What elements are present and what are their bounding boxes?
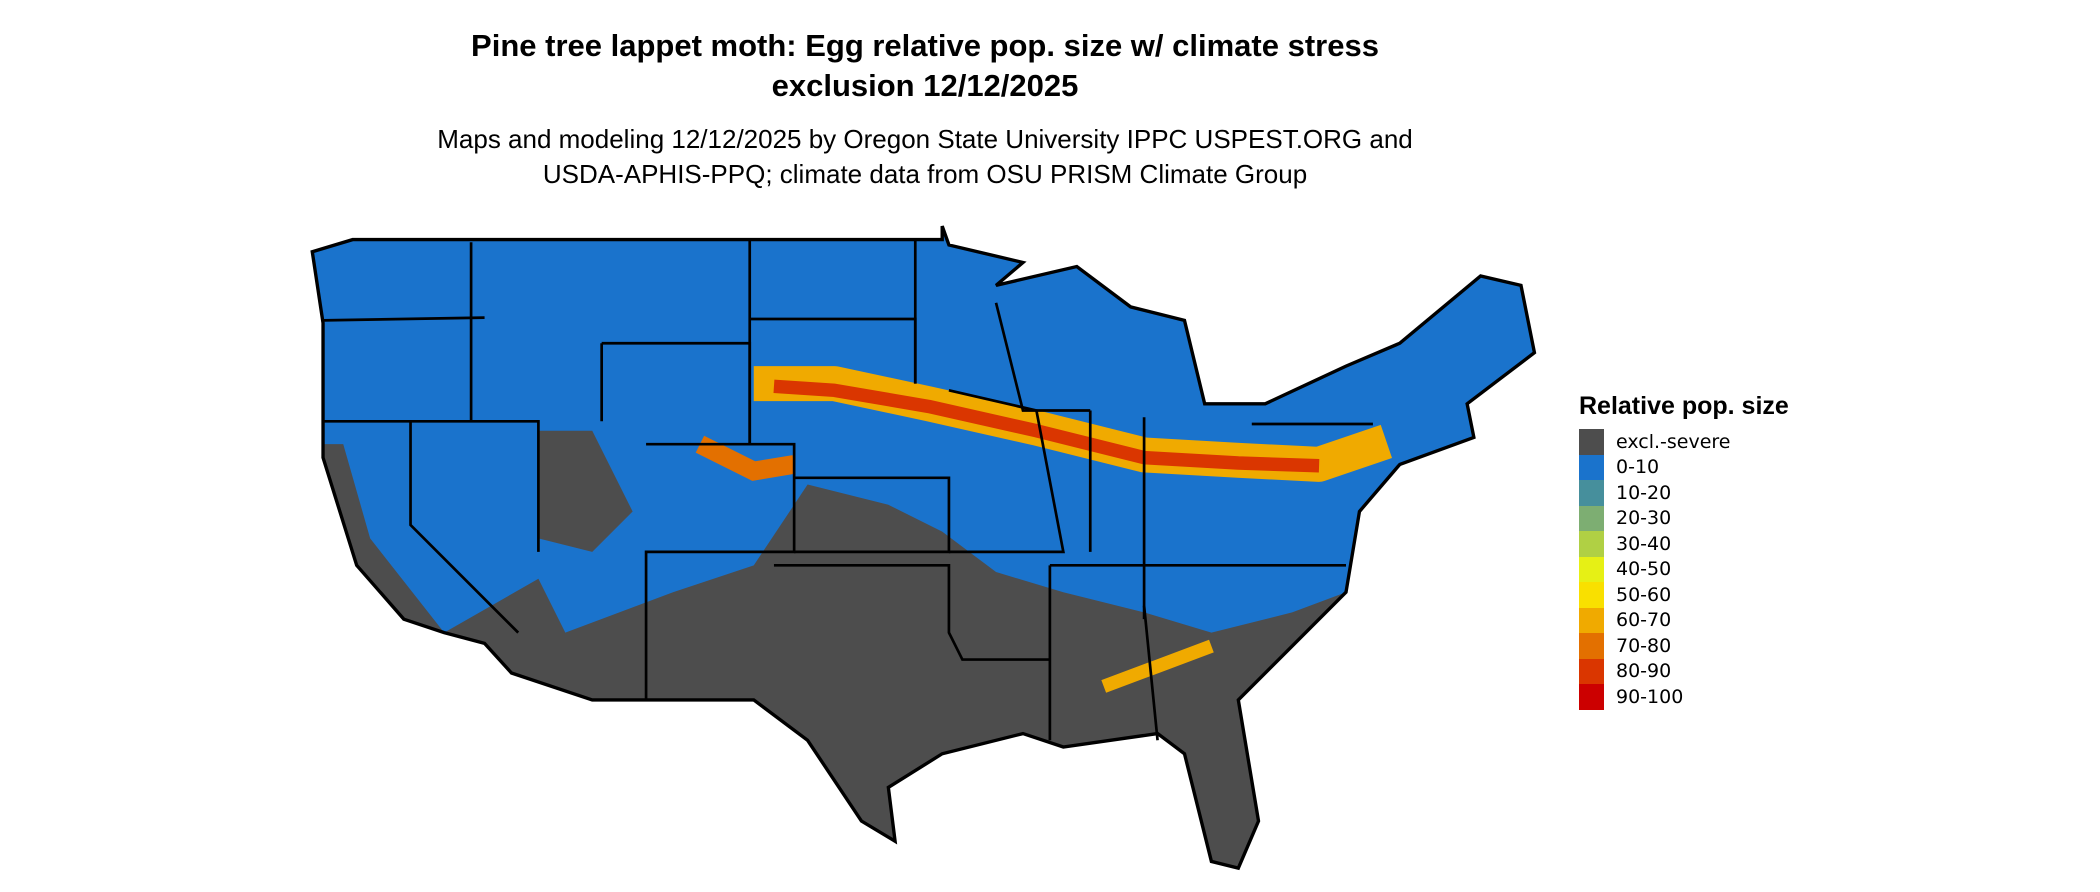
legend-swatch [1579,633,1604,659]
legend-label: 20-30 [1616,507,1672,530]
southeast-band [1101,639,1214,693]
legend-items: excl.-severe 0-10 10-20 20-30 30-40 40-50 50-6… [1579,429,1789,710]
map-raster [312,226,1535,869]
legend: Relative pop. size excl.-severe 0-10 10-20… [1579,392,1789,710]
legend-label: 80-90 [1616,660,1672,683]
legend-swatch [1579,429,1604,455]
title-line-2: exclusion 12/12/2025 [771,68,1079,103]
us-outline [310,225,1537,871]
state-borders [323,239,1373,741]
legend-label: 10-20 [1616,481,1672,504]
legend-item: 40-50 [1579,556,1789,582]
highest-suitability-band [773,379,1320,473]
excluded-area-west [538,430,633,552]
map-title: Pine tree lappet moth: Egg relative pop.… [0,26,1850,106]
legend-swatch [1579,582,1604,608]
subtitle-line-1: Maps and modeling 12/12/2025 by Oregon S… [437,124,1413,154]
legend-label: 0-10 [1616,456,1660,479]
legend-label: excl.-severe [1616,430,1731,453]
legend-label: 70-80 [1616,634,1672,657]
legend-swatch [1579,454,1604,480]
legend-label: 30-40 [1616,532,1672,555]
legend-item: 0-10 [1579,454,1789,480]
legend-title: Relative pop. size [1579,392,1789,420]
legend-item: 30-40 [1579,531,1789,557]
title-line-1: Pine tree lappet moth: Egg relative pop.… [471,28,1379,63]
legend-swatch [1579,505,1604,531]
legend-label: 60-70 [1616,609,1672,632]
legend-item: 90-100 [1579,684,1789,710]
legend-item: 10-20 [1579,480,1789,506]
colorado-band [695,435,796,481]
legend-swatch [1579,531,1604,557]
legend-item: 60-70 [1579,607,1789,633]
legend-item: 20-30 [1579,505,1789,531]
legend-swatch [1579,480,1604,506]
legend-item: excl.-severe [1579,429,1789,455]
legend-swatch [1579,684,1604,710]
legend-label: 40-50 [1616,558,1672,581]
legend-swatch [1579,556,1604,582]
legend-label: 50-60 [1616,583,1672,606]
subtitle-line-2: USDA-APHIS-PPQ; climate data from OSU PR… [542,159,1308,189]
legend-swatch [1579,658,1604,684]
legend-item: 50-60 [1579,582,1789,608]
legend-item: 70-80 [1579,633,1789,659]
legend-label: 90-100 [1616,685,1684,708]
map-subtitle: Maps and modeling 12/12/2025 by Oregon S… [0,122,1850,192]
legend-swatch [1579,607,1604,633]
legend-item: 80-90 [1579,658,1789,684]
